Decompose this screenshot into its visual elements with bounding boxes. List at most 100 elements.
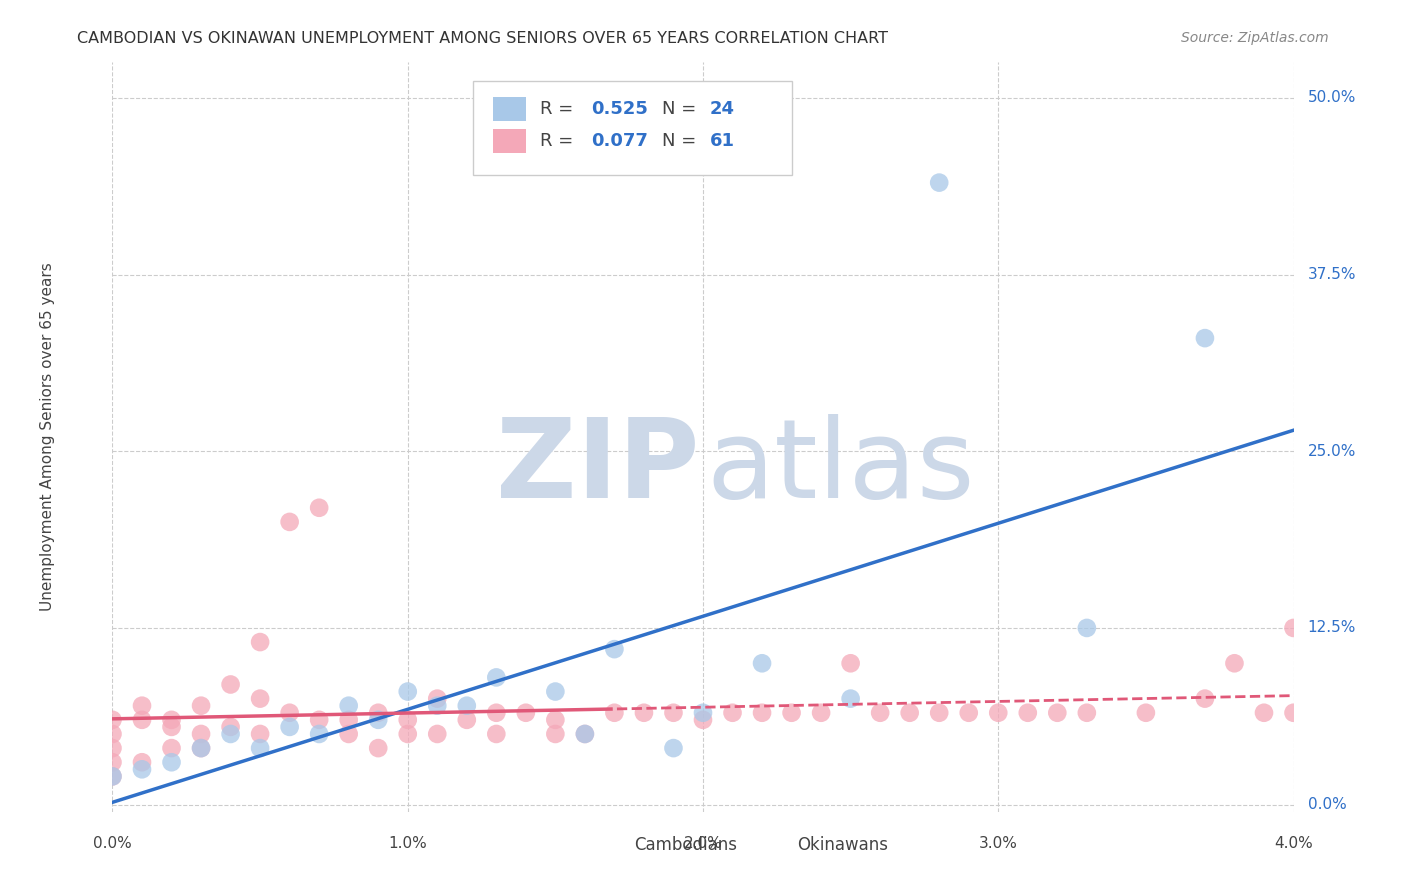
- Point: [1282, 706, 1305, 720]
- Point: [987, 706, 1010, 720]
- Text: 1.0%: 1.0%: [388, 836, 427, 851]
- Point: [160, 720, 183, 734]
- Point: [544, 684, 567, 698]
- Point: [219, 720, 242, 734]
- Point: [662, 706, 685, 720]
- Point: [721, 706, 744, 720]
- Point: [219, 677, 242, 691]
- Point: [780, 706, 803, 720]
- Text: ZIP: ZIP: [496, 414, 699, 521]
- Point: [131, 713, 153, 727]
- Point: [1046, 706, 1069, 720]
- Point: [839, 691, 862, 706]
- Point: [456, 698, 478, 713]
- Point: [160, 713, 183, 727]
- Point: [1076, 706, 1098, 720]
- Point: [131, 762, 153, 776]
- Point: [101, 769, 124, 783]
- Point: [957, 706, 980, 720]
- Point: [1076, 621, 1098, 635]
- Point: [131, 756, 153, 770]
- Point: [485, 727, 508, 741]
- Text: 0.077: 0.077: [591, 132, 648, 150]
- Point: [308, 713, 330, 727]
- Point: [101, 741, 124, 756]
- Text: 50.0%: 50.0%: [1308, 90, 1355, 105]
- Text: Unemployment Among Seniors over 65 years: Unemployment Among Seniors over 65 years: [39, 263, 55, 611]
- Point: [308, 500, 330, 515]
- Point: [603, 642, 626, 657]
- Point: [367, 706, 389, 720]
- Text: 61: 61: [710, 132, 735, 150]
- Point: [367, 713, 389, 727]
- Point: [898, 706, 921, 720]
- Point: [337, 727, 360, 741]
- Point: [751, 706, 773, 720]
- Point: [544, 727, 567, 741]
- Point: [662, 741, 685, 756]
- Point: [692, 706, 714, 720]
- Point: [1135, 706, 1157, 720]
- Point: [337, 713, 360, 727]
- Point: [928, 706, 950, 720]
- Text: 25.0%: 25.0%: [1308, 443, 1355, 458]
- Point: [810, 706, 832, 720]
- Point: [574, 727, 596, 741]
- Point: [249, 635, 271, 649]
- Point: [190, 698, 212, 713]
- Point: [278, 720, 301, 734]
- FancyBboxPatch shape: [766, 838, 789, 856]
- Point: [751, 657, 773, 671]
- Point: [219, 727, 242, 741]
- Point: [101, 756, 124, 770]
- Point: [1017, 706, 1039, 720]
- Point: [101, 727, 124, 741]
- Point: [1253, 706, 1275, 720]
- Point: [426, 698, 449, 713]
- FancyBboxPatch shape: [603, 838, 626, 856]
- Point: [1194, 691, 1216, 706]
- Text: atlas: atlas: [707, 414, 974, 521]
- Point: [574, 727, 596, 741]
- Point: [928, 176, 950, 190]
- Text: Okinawans: Okinawans: [797, 837, 889, 855]
- Point: [278, 515, 301, 529]
- Point: [101, 713, 124, 727]
- Point: [131, 698, 153, 713]
- Text: 0.0%: 0.0%: [1308, 797, 1347, 812]
- Text: 0.525: 0.525: [591, 100, 648, 118]
- Text: 4.0%: 4.0%: [1274, 836, 1313, 851]
- Point: [278, 706, 301, 720]
- Point: [869, 706, 891, 720]
- Point: [839, 657, 862, 671]
- Text: 24: 24: [710, 100, 735, 118]
- Point: [249, 741, 271, 756]
- Point: [603, 706, 626, 720]
- Point: [485, 670, 508, 684]
- Point: [426, 691, 449, 706]
- Point: [190, 727, 212, 741]
- Text: 2.0%: 2.0%: [683, 836, 723, 851]
- Point: [367, 741, 389, 756]
- Text: 0.0%: 0.0%: [93, 836, 132, 851]
- Text: Cambodians: Cambodians: [634, 837, 738, 855]
- Point: [396, 713, 419, 727]
- FancyBboxPatch shape: [492, 129, 526, 153]
- Text: Source: ZipAtlas.com: Source: ZipAtlas.com: [1181, 31, 1329, 45]
- Text: 3.0%: 3.0%: [979, 836, 1018, 851]
- Point: [1282, 621, 1305, 635]
- Point: [456, 713, 478, 727]
- Point: [1223, 657, 1246, 671]
- Point: [485, 706, 508, 720]
- Point: [692, 713, 714, 727]
- Point: [308, 727, 330, 741]
- FancyBboxPatch shape: [472, 81, 792, 175]
- Point: [396, 727, 419, 741]
- Point: [633, 706, 655, 720]
- Point: [249, 691, 271, 706]
- Point: [160, 741, 183, 756]
- Point: [396, 684, 419, 698]
- Point: [101, 769, 124, 783]
- Text: R =: R =: [540, 132, 579, 150]
- Point: [426, 727, 449, 741]
